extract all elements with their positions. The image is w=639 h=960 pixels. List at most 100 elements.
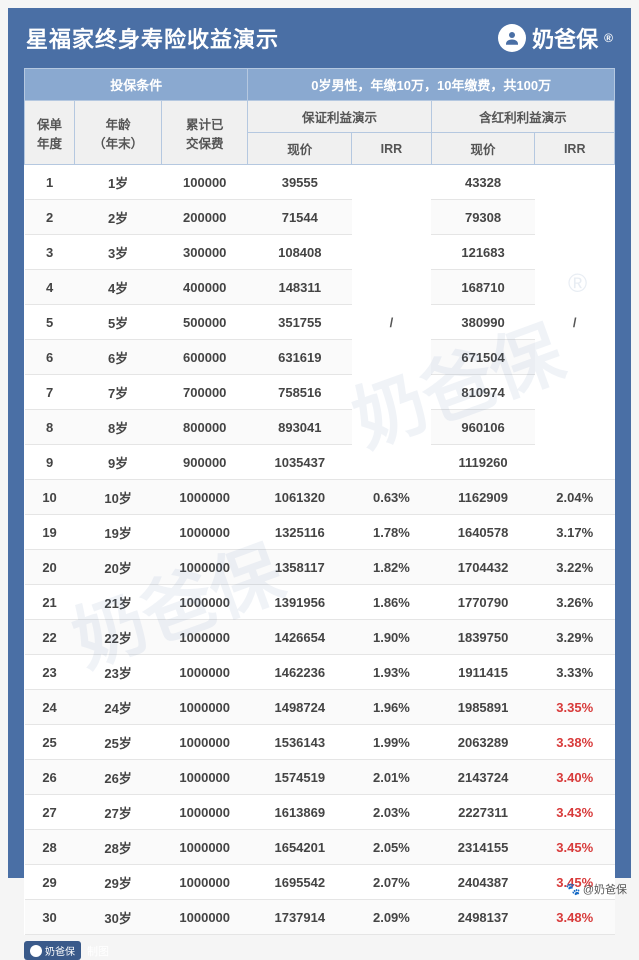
paw-icon: 🐾 xyxy=(566,882,580,896)
cell-dcv: 960106 xyxy=(431,410,535,445)
cell-dcv: 2314155 xyxy=(431,830,535,865)
cell-girr: 2.03% xyxy=(352,795,431,830)
cell-girr-slash: / xyxy=(352,165,431,480)
cell-dcv: 1704432 xyxy=(431,550,535,585)
col-guaranteed: 保证利益演示 xyxy=(248,101,431,133)
cell-dcv: 2063289 xyxy=(431,725,535,760)
cell-dirr: 3.22% xyxy=(535,550,615,585)
cell-premium: 1000000 xyxy=(162,550,248,585)
cell-gcv: 1462236 xyxy=(248,655,352,690)
cell-year: 29 xyxy=(25,865,75,900)
cell-gcv: 1498724 xyxy=(248,690,352,725)
cell-dirr: 3.26% xyxy=(535,585,615,620)
cell-premium: 500000 xyxy=(162,305,248,340)
cell-premium: 1000000 xyxy=(162,830,248,865)
table-row: 44岁400000148311 168710 xyxy=(25,270,615,305)
cell-gcv: 351755 xyxy=(248,305,352,340)
cell-year: 30 xyxy=(25,900,75,935)
cell-gcv: 1325116 xyxy=(248,515,352,550)
table-row: 11岁10000039555/43328/ xyxy=(25,165,615,200)
cell-year: 10 xyxy=(25,480,75,515)
footer-badge: 奶爸保 xyxy=(24,941,81,960)
cell-dcv: 168710 xyxy=(431,270,535,305)
cell-gcv: 893041 xyxy=(248,410,352,445)
col-year: 保单 年度 xyxy=(25,101,75,165)
cell-dcv: 380990 xyxy=(431,305,535,340)
table-row: 2727岁100000016138692.03%22273113.43% xyxy=(25,795,615,830)
col-dividend-cv: 现价 xyxy=(431,133,535,165)
cell-dcv: 79308 xyxy=(431,200,535,235)
cell-dirr: 3.40% xyxy=(535,760,615,795)
table-row: 1919岁100000013251161.78%16405783.17% xyxy=(25,515,615,550)
cell-dirr: 3.43% xyxy=(535,795,615,830)
cell-year: 21 xyxy=(25,585,75,620)
cell-gcv: 1426654 xyxy=(248,620,352,655)
cell-dirr: 3.29% xyxy=(535,620,615,655)
cell-age: 25岁 xyxy=(75,725,162,760)
cell-age: 10岁 xyxy=(75,480,162,515)
credit: 🐾 @奶爸保 xyxy=(566,881,627,897)
cell-dcv: 2227311 xyxy=(431,795,535,830)
cell-dcv: 1985891 xyxy=(431,690,535,725)
table-row: 2525岁100000015361431.99%20632893.38% xyxy=(25,725,615,760)
cell-year: 25 xyxy=(25,725,75,760)
cell-gcv: 39555 xyxy=(248,165,352,200)
footer-label: 制图 xyxy=(87,943,109,959)
table-row: 66岁600000631619671504 xyxy=(25,340,615,375)
cell-age: 3岁 xyxy=(75,235,162,270)
cell-gcv: 108408 xyxy=(248,235,352,270)
cell-premium: 1000000 xyxy=(162,480,248,515)
table-row: 2626岁100000015745192.01%21437243.40% xyxy=(25,760,615,795)
cell-year: 22 xyxy=(25,620,75,655)
cell-year: 19 xyxy=(25,515,75,550)
footer: 奶爸保 制图 xyxy=(8,935,631,960)
cell-age: 27岁 xyxy=(75,795,162,830)
col-dividend-irr: IRR xyxy=(535,133,615,165)
table-row: 55岁500000351755380990 xyxy=(25,305,615,340)
table-row: 1010岁100000010613200.63%11629092.04% xyxy=(25,480,615,515)
cell-gcv: 148311 xyxy=(248,270,352,305)
cell-dirr: 3.33% xyxy=(535,655,615,690)
cell-girr: 1.99% xyxy=(352,725,431,760)
cell-girr: 2.09% xyxy=(352,900,431,935)
cell-age: 22岁 xyxy=(75,620,162,655)
cell-year: 28 xyxy=(25,830,75,865)
cell-dcv: 43328 xyxy=(431,165,535,200)
cell-year: 4 xyxy=(25,270,75,305)
cell-year: 27 xyxy=(25,795,75,830)
cell-premium: 400000 xyxy=(162,270,248,305)
table-row: 33岁300000108408121683 xyxy=(25,235,615,270)
cell-year: 23 xyxy=(25,655,75,690)
cell-age: 23岁 xyxy=(75,655,162,690)
table-row: 2121岁100000013919561.86%17707903.26% xyxy=(25,585,615,620)
cell-age: 8岁 xyxy=(75,410,162,445)
benefit-table: 投保条件 0岁男性，年缴10万，10年缴费，共100万 保单 年度 年龄 （年末… xyxy=(24,68,615,935)
cell-age: 30岁 xyxy=(75,900,162,935)
cell-dirr: 3.17% xyxy=(535,515,615,550)
cell-premium: 200000 xyxy=(162,200,248,235)
cell-dcv: 2143724 xyxy=(431,760,535,795)
table-row: 2424岁100000014987241.96%19858913.35% xyxy=(25,690,615,725)
cell-dcv: 121683 xyxy=(431,235,535,270)
cell-dcv: 1911415 xyxy=(431,655,535,690)
cell-girr: 0.63% xyxy=(352,480,431,515)
col-guaranteed-cv: 现价 xyxy=(248,133,352,165)
cell-age: 19岁 xyxy=(75,515,162,550)
cell-age: 28岁 xyxy=(75,830,162,865)
cell-year: 1 xyxy=(25,165,75,200)
cell-dcv: 2498137 xyxy=(431,900,535,935)
cell-age: 9岁 xyxy=(75,445,162,480)
cell-dirr: 3.35% xyxy=(535,690,615,725)
cell-gcv: 631619 xyxy=(248,340,352,375)
cell-gcv: 1061320 xyxy=(248,480,352,515)
table-row: 2222岁100000014266541.90%18397503.29% xyxy=(25,620,615,655)
cell-girr: 2.01% xyxy=(352,760,431,795)
cell-age: 4岁 xyxy=(75,270,162,305)
cell-year: 2 xyxy=(25,200,75,235)
cell-premium: 900000 xyxy=(162,445,248,480)
cell-premium: 1000000 xyxy=(162,865,248,900)
footer-brand-icon xyxy=(30,945,42,957)
footer-brand-text: 奶爸保 xyxy=(45,943,75,958)
cell-premium: 1000000 xyxy=(162,515,248,550)
table-container: 投保条件 0岁男性，年缴10万，10年缴费，共100万 保单 年度 年龄 （年末… xyxy=(24,68,615,935)
